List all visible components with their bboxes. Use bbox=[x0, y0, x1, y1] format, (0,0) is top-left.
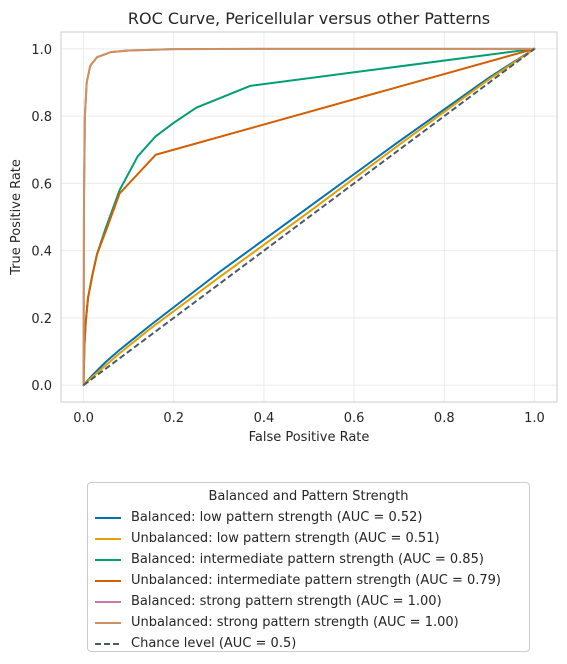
x-tick-label: 0.8 bbox=[434, 411, 455, 426]
legend-entry: Unbalanced: strong pattern strength (AUC… bbox=[88, 612, 529, 633]
series-line-3 bbox=[82, 47, 536, 387]
legend-swatch bbox=[95, 558, 121, 561]
legend-swatch bbox=[95, 516, 121, 519]
legend-title: Balanced and Pattern Strength bbox=[208, 489, 409, 504]
y-tick-label: 0.0 bbox=[31, 379, 52, 394]
y-tick-label: 0.6 bbox=[31, 177, 52, 192]
legend-label: Unbalanced: low pattern strength (AUC = … bbox=[131, 531, 440, 546]
y-tick-label: 0.4 bbox=[31, 245, 52, 260]
legend-entry: Chance level (AUC = 0.5) bbox=[88, 633, 529, 654]
legend-label: Chance level (AUC = 0.5) bbox=[131, 636, 297, 651]
legend-entries: Balanced: low pattern strength (AUC = 0.… bbox=[88, 507, 529, 654]
legend-swatch bbox=[95, 600, 121, 603]
legend-entry: Balanced: low pattern strength (AUC = 0.… bbox=[88, 507, 529, 528]
x-tick-label: 1.0 bbox=[524, 411, 545, 426]
x-tick-label: 0.0 bbox=[73, 411, 94, 426]
series-line-6 bbox=[82, 48, 536, 386]
legend-swatch bbox=[95, 537, 121, 540]
x-tick-labels: 0.0 0.2 0.4 0.6 0.8 1.0 bbox=[73, 411, 545, 426]
x-tick-label: 0.6 bbox=[344, 411, 365, 426]
x-axis-label: False Positive Rate bbox=[249, 430, 370, 445]
legend-label: Unbalanced: strong pattern strength (AUC… bbox=[131, 615, 459, 630]
legend-swatch bbox=[95, 621, 121, 624]
series-group bbox=[82, 47, 536, 387]
y-tick-label: 1.0 bbox=[31, 43, 52, 58]
y-tick-label: 0.2 bbox=[31, 312, 52, 327]
y-tick-label: 0.8 bbox=[31, 110, 52, 125]
legend-entry: Balanced: strong pattern strength (AUC =… bbox=[88, 591, 529, 612]
x-tick-label: 0.4 bbox=[254, 411, 275, 426]
chart-title: ROC Curve, Pericellular versus other Pat… bbox=[128, 9, 490, 28]
series-line-5 bbox=[82, 47, 536, 387]
legend-label: Balanced: low pattern strength (AUC = 0.… bbox=[131, 510, 423, 525]
legend-swatch bbox=[95, 579, 121, 582]
legend-entry: Unbalanced: low pattern strength (AUC = … bbox=[88, 528, 529, 549]
legend-swatch bbox=[95, 642, 121, 645]
plot-frame bbox=[60, 31, 558, 403]
y-tick-labels: 0.0 0.2 0.4 0.6 0.8 1.0 bbox=[31, 43, 52, 394]
legend-label: Balanced: intermediate pattern strength … bbox=[131, 552, 484, 567]
legend-entry: Unbalanced: intermediate pattern strengt… bbox=[88, 570, 529, 591]
legend: Balanced and Pattern Strength Balanced: … bbox=[87, 482, 530, 652]
series-line-0 bbox=[82, 47, 536, 387]
legend-label: Unbalanced: intermediate pattern strengt… bbox=[131, 573, 501, 588]
x-tick-label: 0.2 bbox=[163, 411, 184, 426]
legend-entry: Balanced: intermediate pattern strength … bbox=[88, 549, 529, 570]
series-line-1 bbox=[82, 47, 536, 387]
legend-label: Balanced: strong pattern strength (AUC =… bbox=[131, 594, 442, 609]
y-axis-label: True Positive Rate bbox=[9, 159, 24, 276]
